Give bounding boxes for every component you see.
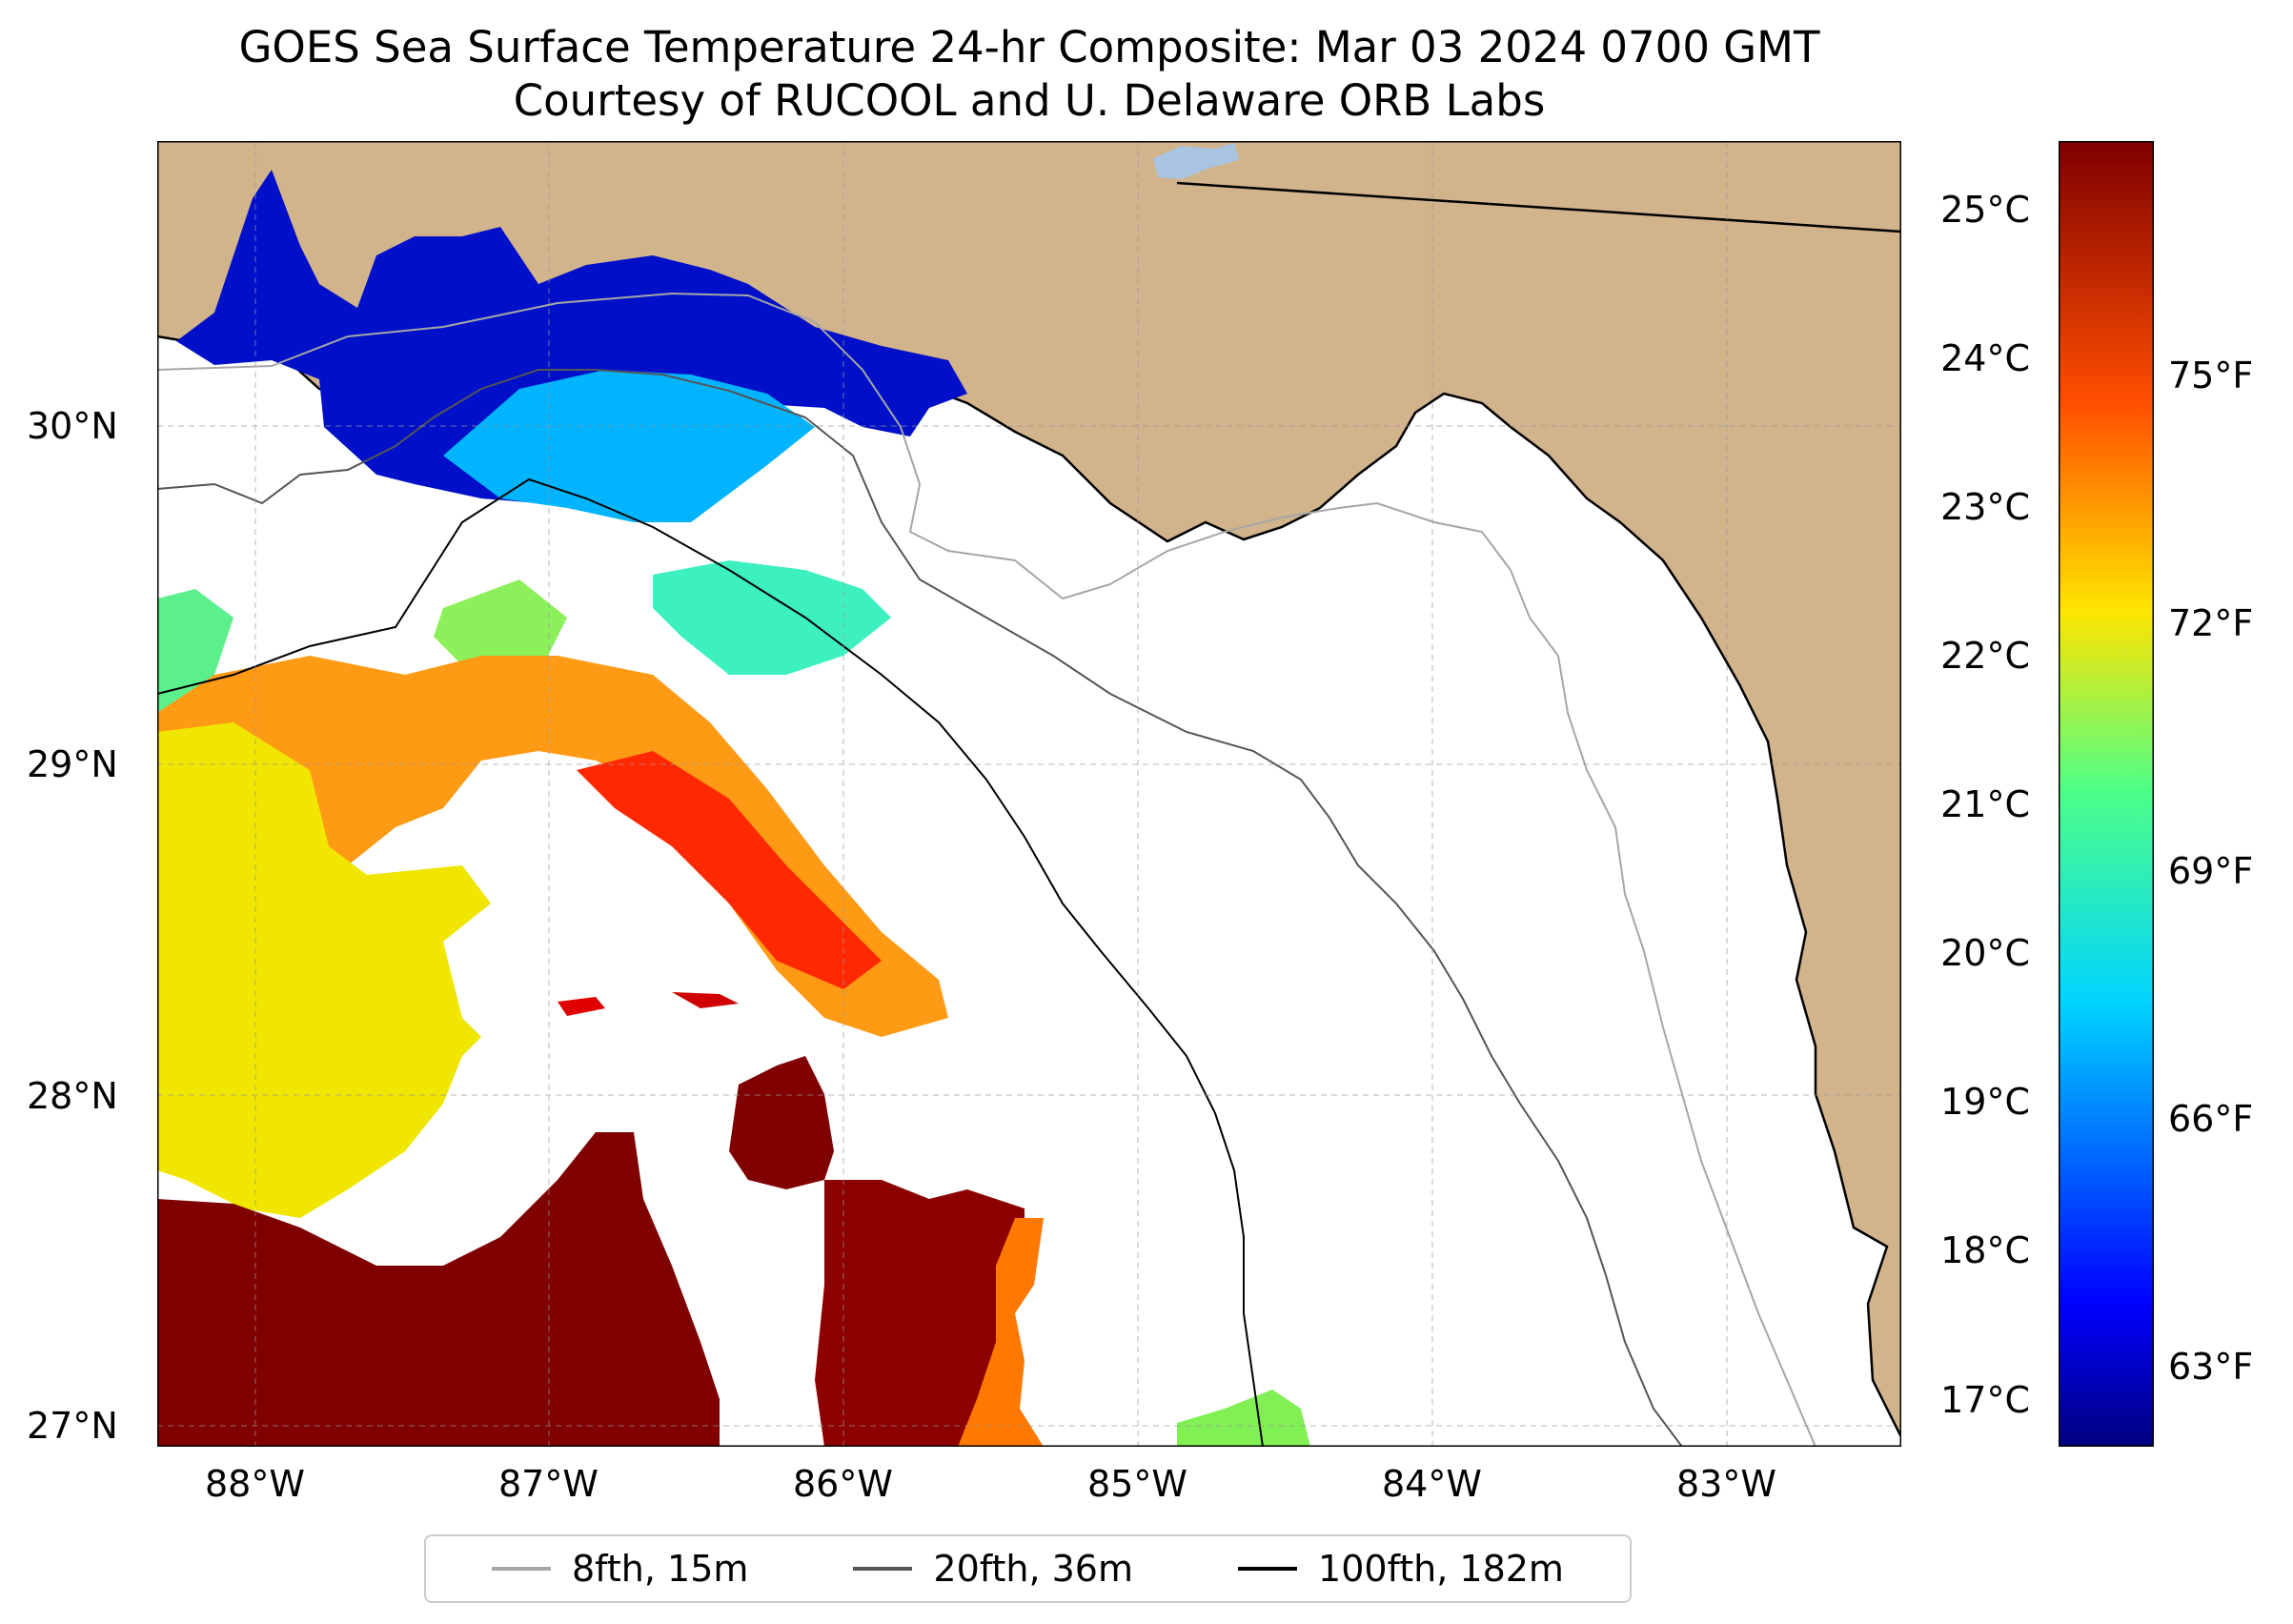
- isobath-legend: 8fth, 15m 20fth, 36m 100fth, 182m: [424, 1534, 1632, 1603]
- sst-darkred-south-mid: [815, 1180, 1025, 1447]
- temperature-colorbar: [2059, 141, 2154, 1447]
- lon-tick-87w: 87°W: [498, 1463, 599, 1505]
- sst-orange-fringe-south: [958, 1218, 1044, 1447]
- figure-title: GOES Sea Surface Temperature 24-hr Compo…: [238, 22, 1820, 72]
- sst-green-patch-1: [157, 589, 233, 713]
- figure-subtitle: Courtesy of RUCOOL and U. Delaware ORB L…: [513, 75, 1546, 126]
- legend-entry-20fth: 20fth, 36m: [853, 1548, 1133, 1590]
- legend-label-20fth: 20fth, 36m: [933, 1548, 1133, 1590]
- legend-entry-100fth: 100fth, 182m: [1238, 1548, 1564, 1590]
- sst-darkred-islet: [729, 1056, 834, 1189]
- celsius-tick-24: 24°C: [1940, 337, 2030, 379]
- sst-green-patch-2: [434, 579, 567, 675]
- celsius-tick-25: 25°C: [1940, 189, 2030, 231]
- gridlines: [157, 141, 1901, 1447]
- celsius-tick-23: 23°C: [1940, 486, 2030, 528]
- isobath-182m: [157, 477, 1264, 1447]
- celsius-tick-19: 19°C: [1940, 1081, 2030, 1123]
- sst-green-patch-south: [1177, 1390, 1310, 1447]
- fahrenheit-tick-63: 63°F: [2168, 1346, 2254, 1388]
- sst-red-speck: [558, 997, 605, 1016]
- lat-tick-28n: 28°N: [27, 1075, 118, 1117]
- fahrenheit-tick-69: 69°F: [2168, 850, 2254, 892]
- sst-darkred-south-west: [157, 1132, 720, 1447]
- state-boundary: [1176, 181, 1901, 233]
- isobath-15m: [157, 292, 1816, 1447]
- lake-pontchartrain-like: [1153, 143, 1239, 179]
- sst-red-speck-2: [672, 992, 739, 1008]
- isobath-36m: [157, 369, 1683, 1447]
- legend-swatch-8fth: [492, 1567, 551, 1571]
- celsius-tick-21: 21°C: [1940, 783, 2030, 825]
- celsius-tick-22: 22°C: [1940, 635, 2030, 677]
- sst-cyan-patch: [653, 560, 891, 675]
- legend-swatch-100fth: [1238, 1567, 1298, 1571]
- celsius-tick-20: 20°C: [1940, 932, 2030, 974]
- lon-tick-85w: 85°W: [1087, 1463, 1187, 1505]
- legend-entry-8fth: 8fth, 15m: [492, 1548, 748, 1590]
- fahrenheit-tick-66: 66°F: [2168, 1098, 2254, 1140]
- lat-tick-29n: 29°N: [27, 743, 118, 785]
- sst-cold-nearshore: [176, 170, 967, 503]
- lon-tick-83w: 83°W: [1676, 1463, 1776, 1505]
- lat-tick-30n: 30°N: [27, 405, 118, 447]
- lat-tick-27n: 27°N: [27, 1405, 118, 1447]
- celsius-tick-18: 18°C: [1940, 1229, 2030, 1271]
- sst-orange-band: [157, 656, 948, 1037]
- sst-cool-shelf: [443, 370, 815, 522]
- lon-tick-88w: 88°W: [205, 1463, 305, 1505]
- sst-map: [157, 141, 1901, 1447]
- legend-label-8fth: 8fth, 15m: [572, 1548, 749, 1590]
- sst-red-core: [577, 751, 882, 989]
- fahrenheit-tick-75: 75°F: [2168, 355, 2254, 396]
- lon-tick-86w: 86°W: [793, 1463, 893, 1505]
- sst-yellow-west: [157, 722, 491, 1218]
- fahrenheit-tick-72: 72°F: [2168, 602, 2254, 644]
- lon-tick-84w: 84°W: [1382, 1463, 1482, 1505]
- legend-label-100fth: 100fth, 182m: [1318, 1548, 1564, 1590]
- legend-swatch-20fth: [853, 1567, 913, 1571]
- celsius-tick-17: 17°C: [1940, 1379, 2030, 1421]
